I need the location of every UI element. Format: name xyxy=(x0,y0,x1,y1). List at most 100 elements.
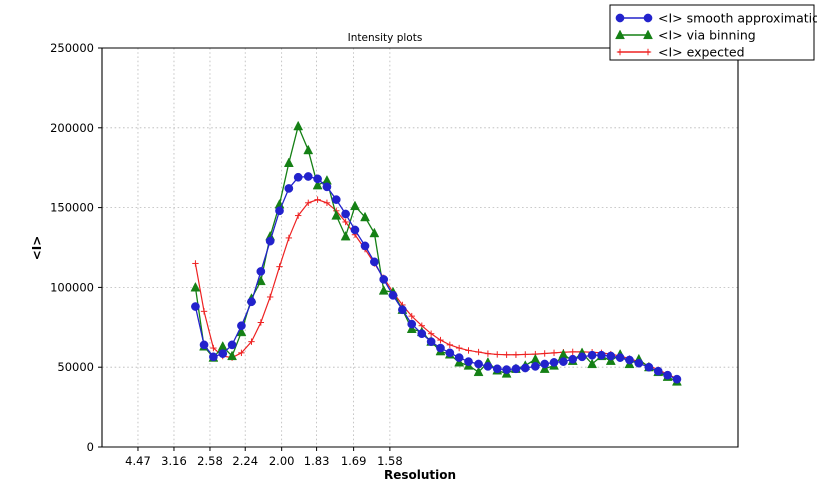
x-tick-label: 3.16 xyxy=(161,454,187,468)
data-marker-circle xyxy=(540,359,550,369)
tick-marks xyxy=(98,47,391,451)
data-marker-triangle xyxy=(190,281,201,292)
data-marker-triangle xyxy=(350,200,360,211)
data-marker-circle xyxy=(218,349,228,358)
data-marker-circle xyxy=(256,267,266,276)
data-marker-circle xyxy=(191,302,200,311)
data-marker-triangle xyxy=(293,120,304,131)
data-marker-circle xyxy=(597,350,606,360)
x-tick-label: 1.83 xyxy=(304,454,330,468)
data-marker-circle xyxy=(370,257,379,267)
x-tick-label: 2.00 xyxy=(269,454,295,468)
x-tick-label: 2.58 xyxy=(197,454,223,468)
legend-box xyxy=(609,4,815,61)
series-path xyxy=(194,198,678,380)
data-marker-circle xyxy=(663,370,672,380)
legend-item-2[interactable]: <I> expected xyxy=(616,45,745,60)
legend-label: <I> smooth approximation xyxy=(658,11,817,26)
data-marker-circle xyxy=(388,291,398,300)
data-marker-triangle xyxy=(369,227,380,238)
y-tick-label: 200000 xyxy=(50,121,94,135)
data-marker-circle xyxy=(331,195,341,204)
data-marker-circle xyxy=(313,174,322,184)
data-marker-triangle xyxy=(303,144,314,155)
data-marker-circle xyxy=(379,275,389,284)
data-marker-circle xyxy=(653,366,663,376)
x-axis-label: Resolution xyxy=(384,468,456,482)
data-marker-circle xyxy=(341,209,350,219)
data-marker-triangle xyxy=(473,366,484,377)
legend-item-0[interactable]: <I> smooth approximation xyxy=(615,11,817,26)
data-marker-circle xyxy=(549,358,559,367)
data-marker-triangle xyxy=(312,179,323,190)
data-marker-triangle xyxy=(340,230,351,241)
data-marker-circle xyxy=(436,343,445,353)
data-marker-circle xyxy=(247,297,256,307)
legend-item-1[interactable]: <I> via binning xyxy=(615,28,756,43)
data-marker-circle xyxy=(284,184,294,193)
data-marker-circle xyxy=(606,351,616,361)
data-marker-circle xyxy=(474,359,483,369)
data-marker-circle xyxy=(275,206,284,216)
data-series-group xyxy=(190,120,682,386)
data-marker-circle xyxy=(643,13,653,23)
data-marker-circle xyxy=(227,340,237,350)
data-marker-circle xyxy=(322,182,332,192)
series-smooth xyxy=(191,172,682,384)
data-marker-circle xyxy=(511,364,521,374)
data-marker-circle xyxy=(293,172,303,182)
data-marker-circle xyxy=(577,352,587,362)
data-marker-circle xyxy=(615,353,625,362)
data-marker-circle xyxy=(634,358,644,368)
legend-label: <I> via binning xyxy=(658,28,756,43)
data-marker-circle xyxy=(625,355,634,365)
data-marker-circle xyxy=(445,348,455,358)
data-marker-circle xyxy=(644,362,654,372)
data-marker-triangle xyxy=(643,29,653,40)
x-tick-label: 1.69 xyxy=(341,454,367,468)
data-marker-circle xyxy=(672,374,682,384)
data-marker-triangle xyxy=(587,358,598,369)
data-marker-triangle xyxy=(283,157,294,167)
data-marker-triangle xyxy=(360,211,370,222)
data-marker-circle xyxy=(199,340,209,350)
y-tick-label: 250000 xyxy=(50,41,94,55)
data-marker-triangle xyxy=(217,341,228,351)
data-marker-circle xyxy=(454,353,464,362)
x-tick-label: 1.58 xyxy=(377,454,403,468)
data-marker-circle xyxy=(265,236,275,246)
data-marker-circle xyxy=(615,13,625,23)
data-marker-circle xyxy=(520,363,530,373)
data-marker-circle xyxy=(237,321,246,331)
axes-frame xyxy=(101,47,739,448)
grid-lines xyxy=(102,47,738,447)
data-marker-triangle xyxy=(558,348,569,359)
y-tick-label: 0 xyxy=(87,440,94,454)
y-tick-label: 100000 xyxy=(50,280,94,294)
data-marker-circle xyxy=(559,357,568,366)
axes-box xyxy=(101,47,739,448)
x-tick-label: 4.47 xyxy=(125,454,151,468)
data-marker-circle xyxy=(502,365,511,374)
data-marker-circle xyxy=(417,329,427,339)
data-marker-circle xyxy=(303,172,313,181)
data-marker-circle xyxy=(464,357,473,366)
data-marker-triangle xyxy=(331,210,342,220)
data-marker-circle xyxy=(492,364,502,374)
data-marker-circle xyxy=(587,350,597,360)
tick-labels-group: 0 50000 100000 150000 200000 250000 4.47 3.16 2.… xyxy=(50,41,403,468)
data-marker-circle xyxy=(398,305,407,315)
legend[interactable]: <I> smooth approximation <I> via binning <… xyxy=(609,4,817,61)
data-marker-circle xyxy=(360,241,370,251)
data-marker-circle xyxy=(426,337,436,347)
data-marker-triangle xyxy=(227,350,237,361)
y-axis-label: <I> xyxy=(30,236,44,261)
data-marker-circle xyxy=(350,225,360,235)
data-marker-triangle xyxy=(530,353,541,364)
legend-label: <I> expected xyxy=(658,45,745,60)
y-tick-label: 150000 xyxy=(50,201,94,215)
series-path xyxy=(194,175,678,380)
data-marker-circle xyxy=(568,354,578,364)
data-marker-circle xyxy=(530,362,540,371)
